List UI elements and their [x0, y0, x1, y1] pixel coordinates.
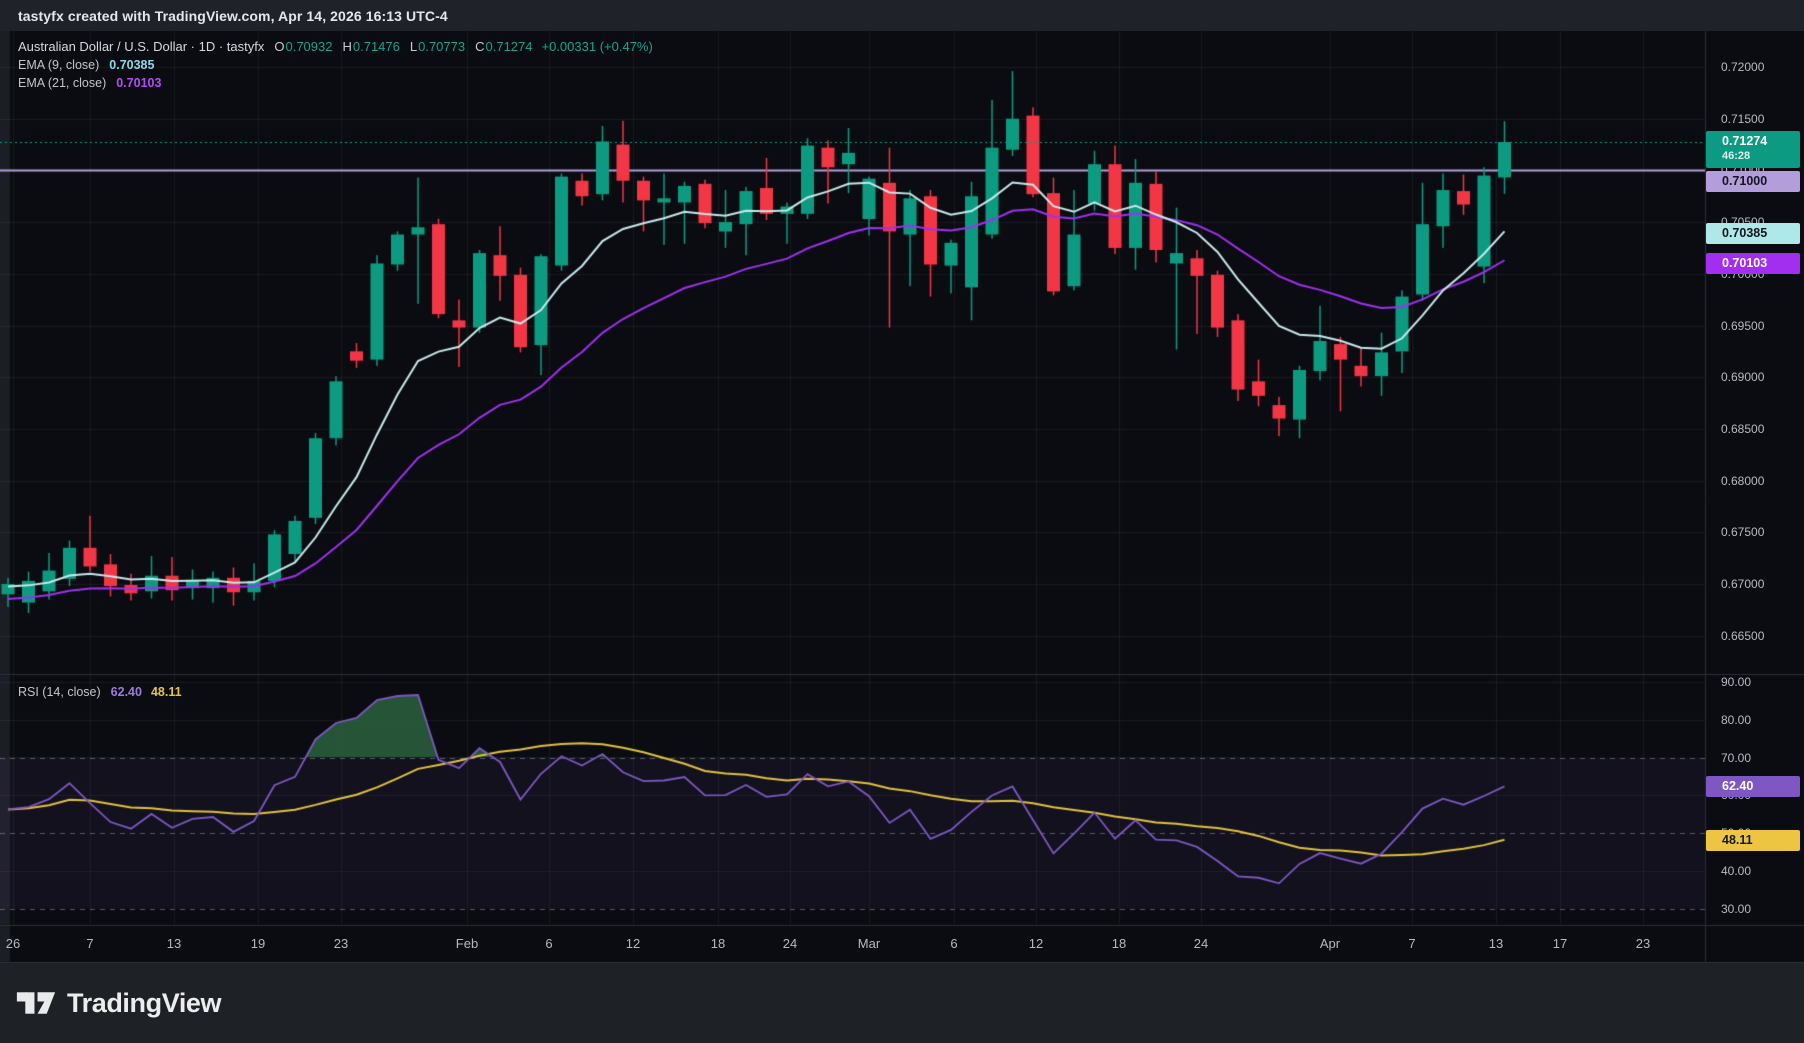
tradingview-logo-link[interactable]: TradingView — [16, 987, 222, 1019]
time-axis-label: 19 — [250, 936, 266, 951]
ema9-value: 0.70385 — [109, 58, 155, 72]
time-axis-label: 12 — [1028, 936, 1044, 951]
tradingview-logo-icon — [16, 992, 56, 1014]
legend-ema21-row[interactable]: EMA (21, close) 0.70103 — [18, 76, 161, 90]
ema9-label: EMA (9, close) — [18, 58, 100, 72]
time-axis-label: 17 — [1552, 936, 1568, 951]
price-badge-close: 0.71274 46:28 — [1706, 131, 1800, 169]
price-tick-label: 0.66500 — [1721, 628, 1765, 643]
rsi-tick-label: 70.00 — [1721, 750, 1752, 765]
price-badge-ema21: 0.70103 — [1706, 252, 1800, 274]
ema21-label: EMA (21, close) — [18, 76, 107, 90]
price-badge-ema9: 0.70385 — [1706, 223, 1800, 245]
time-axis-label: 13 — [166, 936, 182, 951]
time-axis-label: 6 — [950, 936, 958, 951]
rsi-tick-label: 90.00 — [1721, 674, 1752, 689]
price-tick-label: 0.69000 — [1721, 370, 1765, 385]
time-axis-label: 24 — [782, 936, 798, 951]
time-axis-label: 26 — [5, 936, 21, 951]
price-tick-label: 0.69500 — [1721, 318, 1765, 333]
time-axis-label: Mar — [857, 936, 881, 951]
symbol-title: Australian Dollar / U.S. Dollar · 1D · t… — [18, 39, 265, 54]
ohlc-close-label: C — [475, 39, 485, 54]
time-axis-label: 7 — [86, 936, 94, 951]
legend-rsi-row[interactable]: RSI (14, close) 62.40 48.11 — [18, 685, 182, 699]
price-tick-label: 0.72000 — [1721, 60, 1765, 74]
snapshot-toolbar: tastyfx created with TradingView.com, Ap… — [0, 0, 1804, 31]
time-axis-label: 12 — [625, 936, 641, 951]
ohlc-low-label: L — [409, 39, 418, 54]
price-badge-hline: 0.71000 — [1706, 171, 1800, 193]
tradingview-brand-text: TradingView — [67, 987, 222, 1018]
ema21-value: 0.70103 — [116, 76, 162, 90]
change-value: +0.00331 (+0.47%) — [541, 39, 653, 54]
legend-symbol-row[interactable]: Australian Dollar / U.S. Dollar · 1D · t… — [18, 39, 653, 54]
ohlc-open-label: O — [274, 39, 285, 54]
time-axis-label: 23 — [333, 936, 349, 951]
ohlc-close-value: 0.71274 — [485, 39, 533, 54]
price-tick-label: 0.67500 — [1721, 525, 1765, 540]
time-axis-label: Feb — [455, 936, 479, 951]
rsi-tick-label: 30.00 — [1721, 901, 1752, 916]
time-axis-label: 6 — [545, 936, 553, 951]
price-badge-rsi: 62.40 — [1706, 775, 1800, 797]
price-badge-rsi-ma: 48.11 — [1706, 829, 1800, 851]
price-tick-label: 0.71500 — [1721, 111, 1765, 126]
rsi-tick-label: 40.00 — [1721, 863, 1752, 878]
rsi-label: RSI (14, close) — [18, 685, 101, 699]
time-axis-label: 24 — [1193, 936, 1209, 951]
legend-ema9-row[interactable]: EMA (9, close) 0.70385 — [18, 58, 154, 72]
ohlc-high-value: 0.71476 — [352, 39, 400, 54]
snapshot-footer: TradingView — [0, 962, 1804, 1043]
time-axis-label: 18 — [1111, 936, 1127, 951]
ohlc-low-value: 0.70773 — [418, 39, 466, 54]
time-axis-label: 18 — [710, 936, 726, 951]
time-axis-label: Apr — [1319, 936, 1341, 951]
time-axis-label: 7 — [1408, 936, 1416, 951]
time-axis-label: 13 — [1488, 936, 1504, 951]
price-tick-label: 0.67000 — [1721, 577, 1765, 591]
rsi-ma-value: 48.11 — [150, 685, 182, 699]
ohlc-high-label: H — [342, 39, 352, 54]
snapshot-attribution-text: tastyfx created with TradingView.com, Ap… — [18, 7, 448, 24]
rsi-value: 62.40 — [110, 685, 142, 699]
price-tick-label: 0.68500 — [1721, 421, 1765, 436]
time-axis-label: 23 — [1635, 936, 1651, 951]
ohlc-open-value: 0.70932 — [285, 39, 333, 54]
price-tick-label: 0.68000 — [1721, 473, 1765, 488]
rsi-tick-label: 80.00 — [1721, 712, 1752, 727]
